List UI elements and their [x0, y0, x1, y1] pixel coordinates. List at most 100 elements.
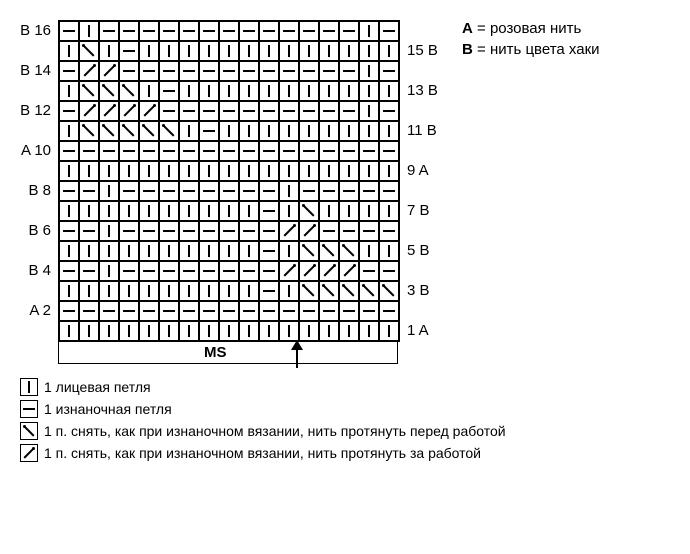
stitch-cell: [359, 261, 379, 281]
row-label-right: [404, 140, 438, 160]
stitch-cell: [299, 261, 319, 281]
stitch-cell: [99, 281, 119, 301]
stitch-cell: [199, 281, 219, 301]
stitch-cell: [79, 21, 99, 41]
stitch-cell: [319, 81, 339, 101]
stitch-cell: [119, 181, 139, 201]
color-legend-b: B = нить цвета хаки: [462, 41, 600, 58]
stitch-cell: [99, 141, 119, 161]
stitch-cell: [339, 321, 359, 341]
stitch-cell: [119, 141, 139, 161]
stitch-cell: [219, 161, 239, 181]
stitch-cell: [159, 241, 179, 261]
ms-footer-row: MS: [58, 342, 398, 364]
stitch-cell: [259, 321, 279, 341]
stitch-cell: [219, 241, 239, 261]
stitch-cell: [99, 21, 119, 41]
stitch-cell: [379, 21, 399, 41]
stitch-cell: [99, 41, 119, 61]
row-label-left: [20, 240, 54, 260]
color-legend-a: A = розовая нить: [462, 20, 600, 37]
stitch-cell: [239, 281, 259, 301]
stitch-cell: [199, 181, 219, 201]
stitch-cell: [79, 61, 99, 81]
stitch-cell: [299, 281, 319, 301]
stitch-cell: [319, 101, 339, 121]
stitch-grid: [58, 20, 400, 342]
stitch-cell: [279, 81, 299, 101]
stitch-cell: [319, 41, 339, 61]
grid-row: [59, 241, 399, 261]
stitch-cell: [159, 81, 179, 101]
row-label-right: 13 B: [404, 80, 438, 100]
stitch-cell: [279, 41, 299, 61]
row-label-left: B 16: [20, 20, 54, 40]
stitch-cell: [179, 321, 199, 341]
right-row-labels: 15 B13 B11 B9 A7 B5 B3 B1 A: [404, 20, 438, 340]
grid-row: [59, 161, 399, 181]
stitch-cell: [179, 141, 199, 161]
stitch-cell: [199, 261, 219, 281]
stitch-cell: [219, 141, 239, 161]
stitch-cell: [219, 201, 239, 221]
stitch-cell: [359, 41, 379, 61]
grid-row: [59, 61, 399, 81]
stitch-cell: [319, 181, 339, 201]
color-letter-a: A: [462, 20, 473, 37]
stitch-cell: [59, 181, 79, 201]
stitch-cell: [259, 241, 279, 261]
stitch-cell: [319, 321, 339, 341]
stitch-cell: [179, 201, 199, 221]
grid-row: [59, 321, 399, 341]
legend-item: 1 п. снять, как при изнаночном вязании, …: [20, 444, 670, 462]
grid-row: [59, 41, 399, 61]
stitch-cell: [279, 61, 299, 81]
stitch-cell: [339, 121, 359, 141]
stitch-cell: [59, 201, 79, 221]
stitch-cell: [179, 261, 199, 281]
stitch-cell: [379, 161, 399, 181]
legend-text: 1 изнаночная петля: [44, 401, 172, 417]
legend-item: 1 лицевая петля: [20, 378, 670, 396]
stitch-cell: [359, 141, 379, 161]
stitch-cell: [379, 121, 399, 141]
stitch-cell: [139, 101, 159, 121]
stitch-cell: [99, 201, 119, 221]
row-label-right: 11 B: [404, 120, 438, 140]
stitch-cell: [359, 21, 379, 41]
grid-row: [59, 221, 399, 241]
stitch-cell: [159, 121, 179, 141]
stitch-cell: [359, 241, 379, 261]
row-label-right: [404, 220, 438, 240]
stitch-cell: [279, 241, 299, 261]
stitch-cell: [319, 201, 339, 221]
arrow-up-icon: [287, 340, 307, 370]
stitch-cell: [359, 121, 379, 141]
stitch-cell: [259, 161, 279, 181]
stitch-cell: [79, 221, 99, 241]
stitch-cell: [359, 221, 379, 241]
stitch-cell: [139, 61, 159, 81]
stitch-cell: [199, 41, 219, 61]
color-text-b: = нить цвета хаки: [477, 41, 600, 58]
stitch-cell: [79, 121, 99, 141]
stitch-cell: [139, 201, 159, 221]
stitch-cell: [139, 241, 159, 261]
stitch-cell: [59, 241, 79, 261]
stitch-cell: [379, 181, 399, 201]
row-label-left: B 14: [20, 60, 54, 80]
stitch-cell: [339, 261, 359, 281]
stitch-cell: [279, 181, 299, 201]
stitch-cell: [59, 81, 79, 101]
stitch-cell: [79, 181, 99, 201]
stitch-cell: [239, 61, 259, 81]
color-legend: A = розовая нить B = нить цвета хаки: [462, 20, 600, 62]
stitch-cell: [259, 261, 279, 281]
stitch-cell: [119, 101, 139, 121]
stitch-cell: [219, 181, 239, 201]
grid-row: [59, 141, 399, 161]
legend-symbol-icon: [20, 422, 38, 440]
stitch-cell: [219, 321, 239, 341]
stitch-cell: [199, 121, 219, 141]
stitch-cell: [219, 261, 239, 281]
